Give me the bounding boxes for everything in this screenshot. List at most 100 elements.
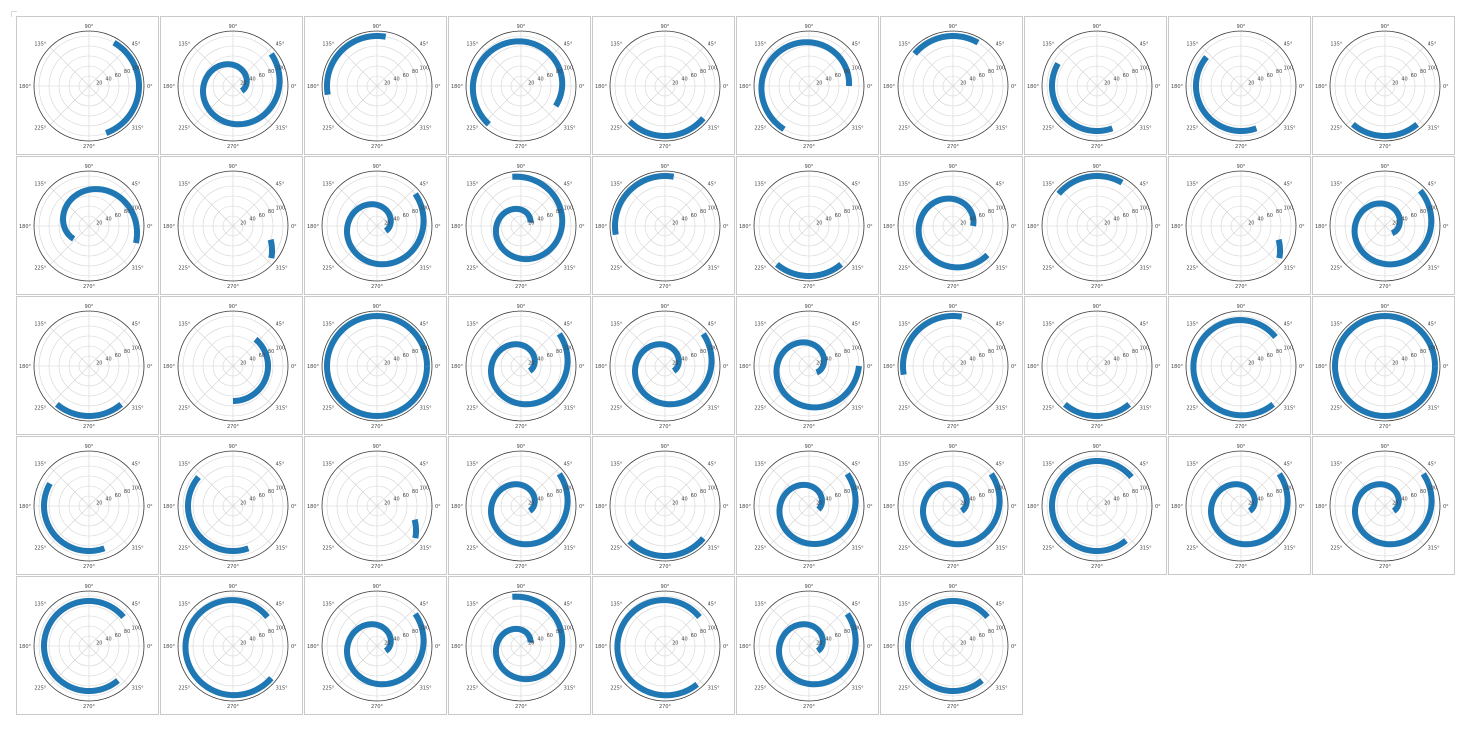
radial-tick-label: 40 — [1257, 357, 1263, 363]
radial-tick-label: 60 — [835, 493, 841, 499]
angle-tick-label: 180° — [19, 84, 32, 90]
polar-panel-16: 0° 45° 90° 135° 180° 225° 270° 315° 20 40 60 80 100 — [736, 156, 879, 295]
angle-tick-label: 0° — [867, 224, 873, 230]
angle-tick-label: 270° — [83, 704, 96, 710]
angle-tick-label: 270° — [659, 564, 672, 570]
angle-tick-label: 225° — [322, 266, 335, 272]
spiral-series — [1351, 188, 1435, 268]
angle-tick-label: 45° — [852, 601, 861, 607]
spiral-series — [344, 192, 427, 268]
angle-tick-label: 0° — [147, 224, 153, 230]
angle-tick-label: 135° — [34, 601, 47, 607]
polar-panel-30: 0° 45° 90° 135° 180° 225° 270° 315° 20 40 60 80 100 — [1312, 296, 1455, 435]
angle-tick-label: 135° — [466, 321, 479, 327]
angle-tick-label: 270° — [803, 704, 816, 710]
angle-tick-label: 135° — [610, 461, 623, 467]
radial-tick-label: 80 — [988, 209, 994, 215]
angle-tick-label: 45° — [1140, 321, 1149, 327]
angle-tick-label: 0° — [1155, 224, 1161, 230]
angle-tick-label: 90° — [229, 444, 238, 450]
angular-gridline-225 — [481, 365, 522, 406]
angle-tick-label: 90° — [373, 24, 382, 30]
angle-tick-label: 135° — [1330, 181, 1343, 187]
angular-gridline-45 — [232, 46, 273, 87]
radial-tick-label: 80 — [124, 489, 130, 495]
radial-tick-label: 40 — [249, 77, 255, 83]
angle-tick-label: 270° — [515, 144, 528, 150]
angular-gridline-315 — [1240, 505, 1281, 546]
polar-panel-22: 0° 45° 90° 135° 180° 225° 270° 315° 20 40 60 80 100 — [160, 296, 303, 435]
angle-tick-label: 45° — [420, 41, 429, 47]
polar-panel-5: 0° 45° 90° 135° 180° 225° 270° 315° 20 40 60 80 100 — [592, 16, 735, 155]
polar-frame — [465, 170, 577, 282]
angle-tick-label: 180° — [451, 644, 464, 650]
angular-gridline-135 — [49, 466, 90, 507]
angle-tick-label: 315° — [132, 686, 145, 692]
radial-tick-label: 40 — [1113, 357, 1119, 363]
radial-tick-label: 40 — [249, 217, 255, 223]
angle-tick-label: 45° — [708, 321, 717, 327]
radial-tick-label: 40 — [105, 77, 111, 83]
radial-tick-label: 20 — [816, 220, 822, 226]
angular-gridline-45 — [1096, 326, 1137, 367]
radial-tick-label: 80 — [412, 489, 418, 495]
angle-tick-label: 315° — [1428, 546, 1441, 552]
angular-gridline-315 — [232, 85, 273, 126]
angle-tick-label: 0° — [435, 364, 441, 370]
spiral-series — [899, 312, 963, 376]
angle-tick-label: 45° — [996, 461, 1005, 467]
angle-tick-label: 270° — [371, 144, 384, 150]
angular-gridline-135 — [625, 186, 666, 227]
radial-tick-label: 60 — [1411, 353, 1417, 359]
polar-panel-10: 0° 45° 90° 135° 180° 225° 270° 315° 20 40 60 80 100 — [1312, 16, 1455, 155]
spiral-series — [1192, 55, 1258, 135]
angular-gridline-45 — [1240, 46, 1281, 87]
radial-tick-label: 40 — [969, 497, 975, 503]
radial-tick-label: 60 — [259, 353, 265, 359]
angular-gridline-45 — [664, 326, 705, 367]
angular-gridline-225 — [769, 85, 810, 126]
angular-gridline-45 — [1384, 46, 1425, 87]
angle-tick-label: 225° — [610, 266, 623, 272]
angle-tick-label: 180° — [1315, 84, 1328, 90]
radial-tick-label: 20 — [96, 80, 102, 86]
polar-panel-45: 0° 45° 90° 135° 180° 225° 270° 315° 20 40 60 80 100 — [592, 576, 735, 715]
angular-gridline-45 — [808, 46, 849, 87]
radial-tick-label: 20 — [960, 80, 966, 86]
angle-tick-label: 0° — [291, 504, 297, 510]
angle-tick-label: 135° — [1330, 321, 1343, 327]
angle-tick-label: 90° — [1093, 444, 1102, 450]
polar-panel-40: 0° 45° 90° 135° 180° 225° 270° 315° 20 40 60 80 100 — [1312, 436, 1455, 575]
angular-gridline-315 — [376, 365, 417, 406]
radial-tick-label: 20 — [528, 220, 534, 226]
angular-gridline-135 — [913, 46, 954, 87]
radial-tick-label: 40 — [825, 217, 831, 223]
polar-frame — [753, 170, 865, 282]
angle-tick-label: 135° — [754, 181, 767, 187]
angle-tick-label: 315° — [1428, 406, 1441, 412]
radial-tick-label: 80 — [124, 349, 130, 355]
radial-tick-label: 20 — [672, 360, 678, 366]
angle-tick-label: 180° — [451, 224, 464, 230]
polar-panel-21: 0° 45° 90° 135° 180° 225° 270° 315° 20 40 60 80 100 — [16, 296, 159, 435]
angle-tick-label: 270° — [227, 424, 240, 430]
radial-tick-label: 20 — [384, 640, 390, 646]
radial-tick-label: 60 — [403, 353, 409, 359]
radial-tick-label: 80 — [844, 209, 850, 215]
radial-tick-label: 20 — [96, 640, 102, 646]
radial-tick-label: 40 — [105, 497, 111, 503]
radial-tick-label: 60 — [1267, 213, 1273, 219]
angle-tick-label: 180° — [1027, 224, 1040, 230]
angle-tick-label: 315° — [276, 546, 289, 552]
angle-tick-label: 45° — [708, 461, 717, 467]
radial-tick-label: 60 — [115, 353, 121, 359]
radial-tick-label: 40 — [825, 497, 831, 503]
spiral-series — [323, 312, 430, 420]
angle-tick-label: 225° — [610, 126, 623, 132]
angular-gridline-135 — [49, 326, 90, 367]
angle-tick-label: 135° — [322, 461, 335, 467]
angular-gridline-135 — [193, 186, 234, 227]
